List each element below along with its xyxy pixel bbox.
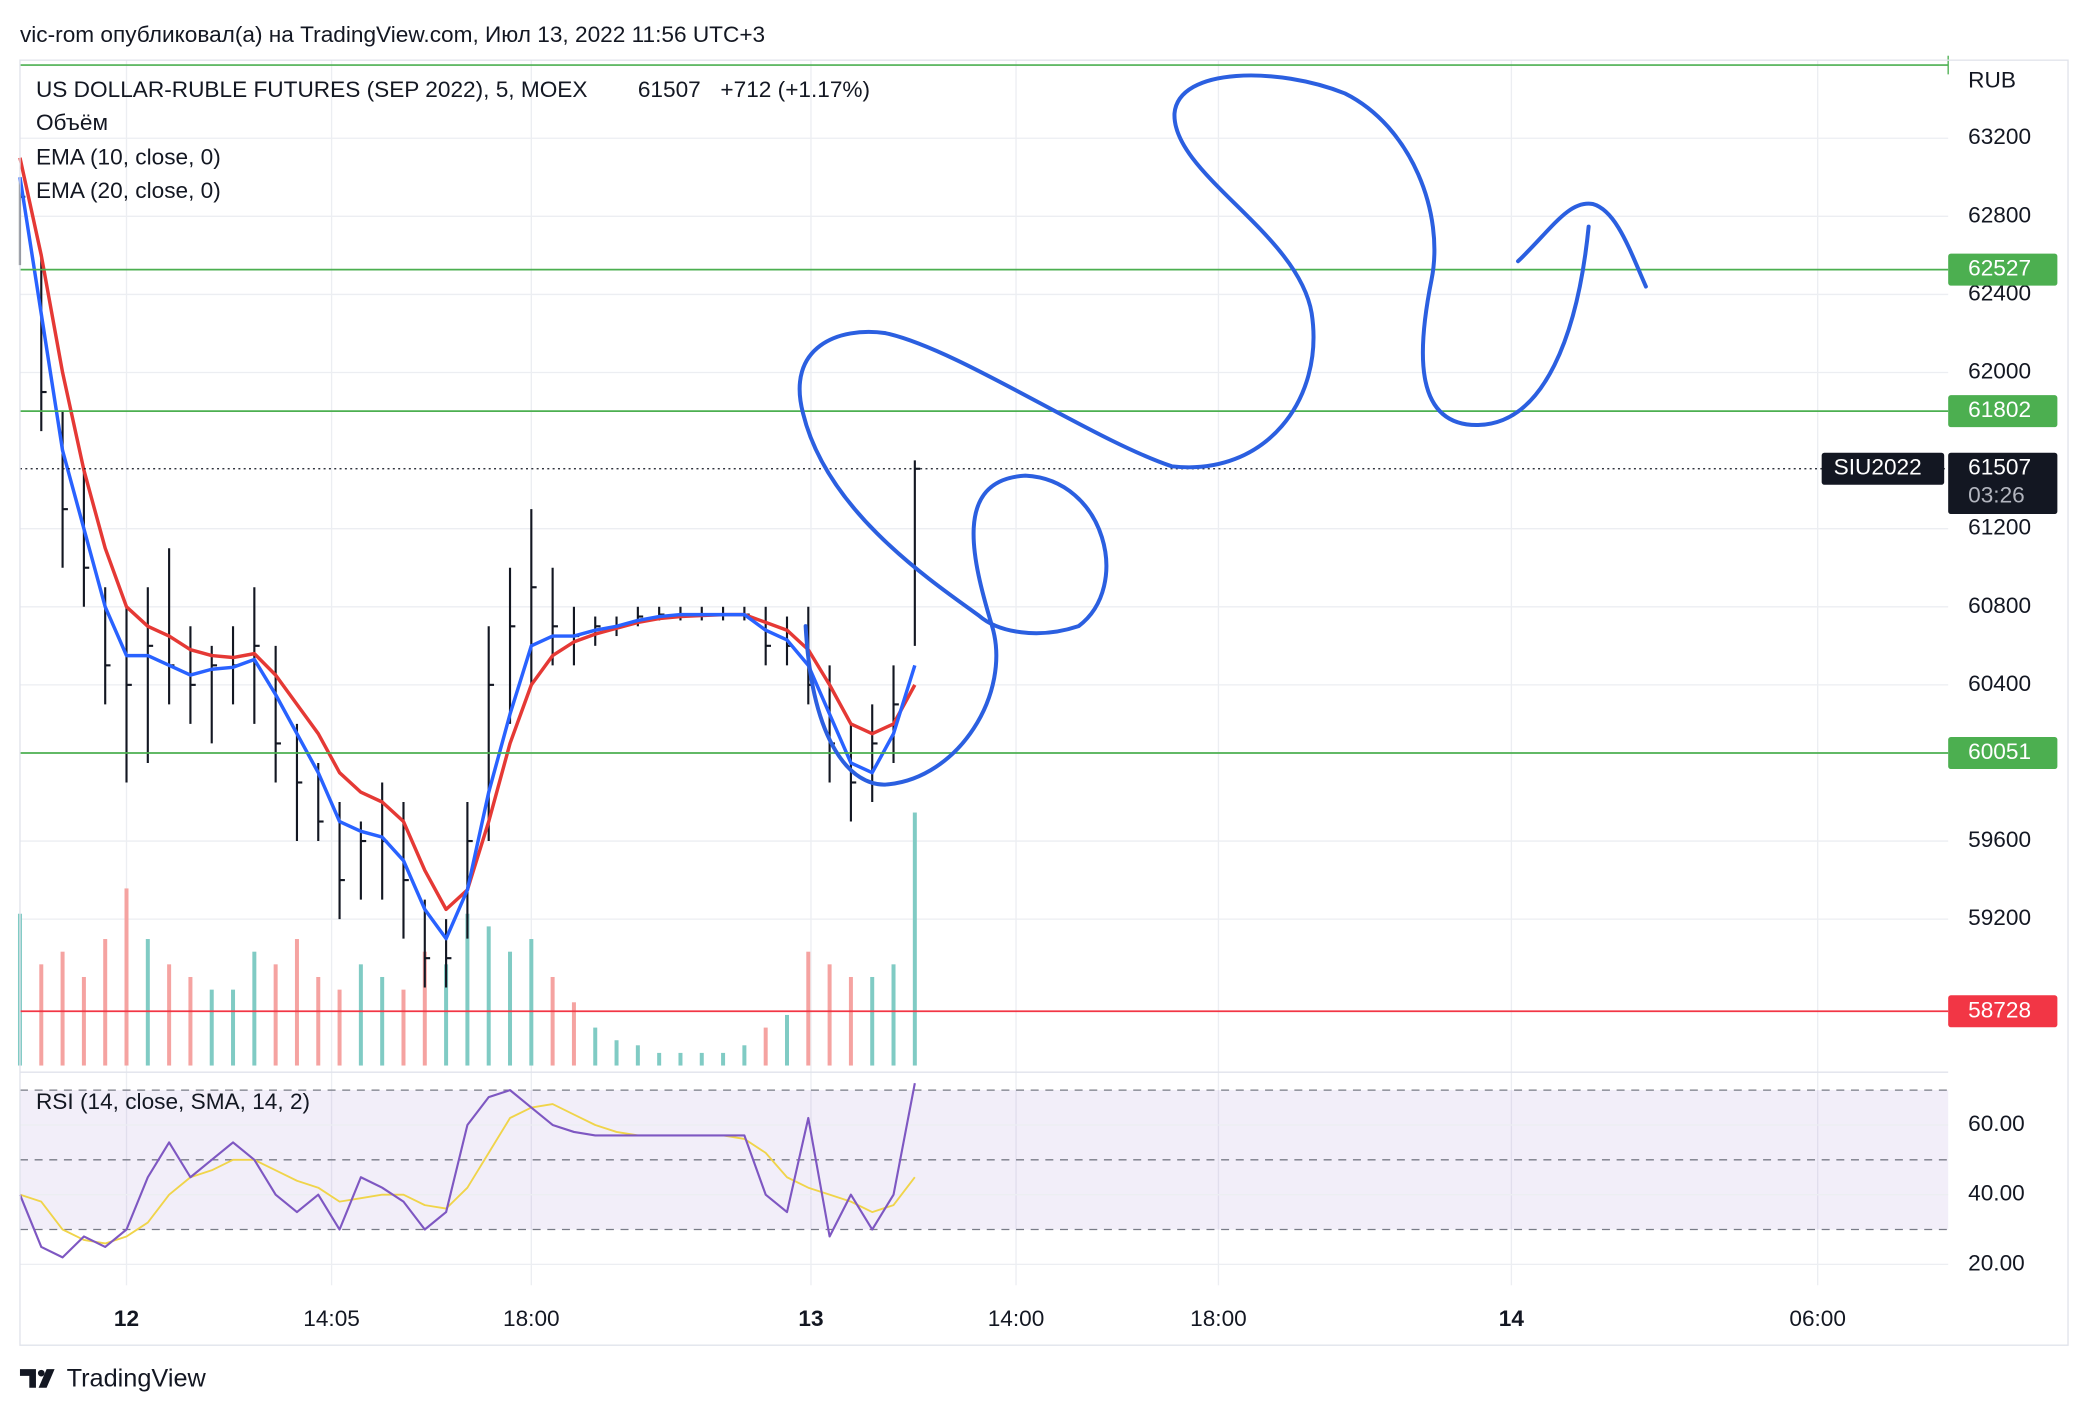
hand-drawing: [797, 73, 1591, 787]
volume-bar: [465, 913, 470, 1066]
volume-bar: [167, 964, 172, 1066]
volume-bar: [103, 939, 108, 1066]
legend-ema: EMA (10, close, 0): [36, 145, 221, 170]
last-price: 61507: [638, 77, 701, 102]
volume-bar: [571, 1002, 576, 1066]
volume-bar: [358, 964, 363, 1066]
legend-rsi: RSI (14, close, SMA, 14, 2): [36, 1089, 310, 1114]
level-label-bg: [1948, 995, 2058, 1028]
data-layer: [17, 55, 1949, 1259]
countdown-label: 03:26: [1968, 483, 2025, 508]
level-label: 58728: [1968, 997, 2031, 1022]
hand-drawing-arrow: [1516, 201, 1648, 289]
legend-ema: EMA (20, close, 0): [36, 178, 221, 203]
level-label-bg: [1948, 395, 2058, 428]
rsi-band: [19, 1090, 1949, 1230]
y-tick-label: 61200: [1968, 515, 2031, 540]
volume-bar: [316, 976, 321, 1066]
volume-bar: [486, 926, 491, 1066]
x-tick-label: 14:00: [988, 1306, 1045, 1331]
volume-bar: [763, 1027, 768, 1066]
brand-logo: [19, 1369, 55, 1388]
volume-bar: [614, 1040, 619, 1066]
volume-bar: [721, 1052, 726, 1066]
last-price-bg: [1948, 452, 2058, 515]
chart-frame: [19, 59, 2069, 1346]
y-tick-label: 60800: [1968, 593, 2031, 618]
x-tick-label: 18:00: [503, 1306, 560, 1331]
volume-bar: [273, 964, 278, 1066]
grid-layer: [19, 60, 1949, 1286]
x-tick-label: 14:05: [303, 1306, 360, 1331]
byline: vic-rom опубликовал(а) на TradingView.co…: [20, 22, 765, 47]
level-label: 62527: [1968, 256, 2031, 281]
volume-bar: [422, 951, 427, 1066]
x-tick-label: 13: [798, 1306, 823, 1331]
symbol-label: SIU2022: [1834, 455, 1922, 480]
volume-bar: [508, 951, 513, 1066]
price-change: +712 (+1.17%): [720, 77, 870, 102]
volume-bar: [337, 989, 342, 1066]
volume-bar: [784, 1014, 789, 1066]
level-label: 61802: [1968, 397, 2031, 422]
chart-title: US DOLLAR-RUBLE FUTURES (SEP 2022), 5, M…: [36, 77, 588, 102]
ema-line: [18, 157, 917, 912]
volume-bar: [231, 989, 236, 1066]
y-tick-label: 60400: [1968, 671, 2031, 696]
level-label: 60051: [1968, 739, 2031, 764]
y-tick-label: 63200: [1968, 124, 2031, 149]
volume-bar: [912, 812, 917, 1066]
volume-bar: [593, 1027, 598, 1066]
volume-bar: [444, 964, 449, 1066]
ema-line: [18, 177, 917, 941]
brand: TradingView: [67, 1364, 207, 1392]
volume-bar: [39, 964, 44, 1066]
legend-volume: Объём: [36, 110, 108, 135]
volume-bar: [252, 951, 257, 1066]
currency: RUB: [1968, 67, 2016, 92]
volume-bar: [294, 939, 299, 1066]
last-price-label: 61507: [1968, 455, 2031, 480]
volume-bar: [380, 976, 385, 1066]
volume-bar: [870, 976, 875, 1066]
rsi-tick-label: 20.00: [1968, 1250, 2025, 1275]
x-tick-label: 14: [1499, 1306, 1525, 1331]
symbol-label-bg: [1821, 452, 1945, 485]
x-tick-label: 18:00: [1190, 1306, 1247, 1331]
rsi-tick-label: 40.00: [1968, 1181, 2025, 1206]
volume-bar: [678, 1052, 683, 1066]
level-label-bg: [1948, 737, 2058, 769]
x-tick-label: 06:00: [1789, 1306, 1846, 1331]
y-tick-label: 59200: [1968, 905, 2031, 930]
volume-bar: [742, 1045, 747, 1066]
volume-bar: [657, 1052, 662, 1066]
volume-bar: [806, 951, 811, 1066]
volume-bar: [848, 976, 853, 1066]
level-label-bg: [1948, 253, 2058, 286]
volume-bar: [124, 888, 129, 1066]
y-tick-label: 62000: [1968, 358, 2031, 383]
volume-bar: [891, 964, 896, 1066]
rsi-line: [18, 1082, 916, 1259]
volume-bar: [635, 1045, 640, 1066]
rsi-tick-label: 60.00: [1968, 1111, 2025, 1136]
logo-mark: [19, 1369, 55, 1388]
volume-bar: [550, 976, 555, 1066]
volume-bar: [401, 989, 406, 1066]
volume-bar: [827, 964, 832, 1066]
rsi-sma-line: [19, 1103, 916, 1245]
volume-bar: [699, 1052, 704, 1066]
volume-bar: [209, 989, 214, 1066]
volume-bar: [529, 939, 534, 1066]
y-tick-label: 62800: [1968, 202, 2031, 227]
volume-bar: [145, 939, 150, 1066]
volume-bar: [188, 976, 193, 1066]
x-tick-label: 12: [114, 1306, 139, 1331]
y-tick-label: 59600: [1968, 827, 2031, 852]
logo-dot: [37, 1369, 45, 1377]
volume-bar: [60, 951, 65, 1066]
volume-bar: [81, 976, 86, 1066]
